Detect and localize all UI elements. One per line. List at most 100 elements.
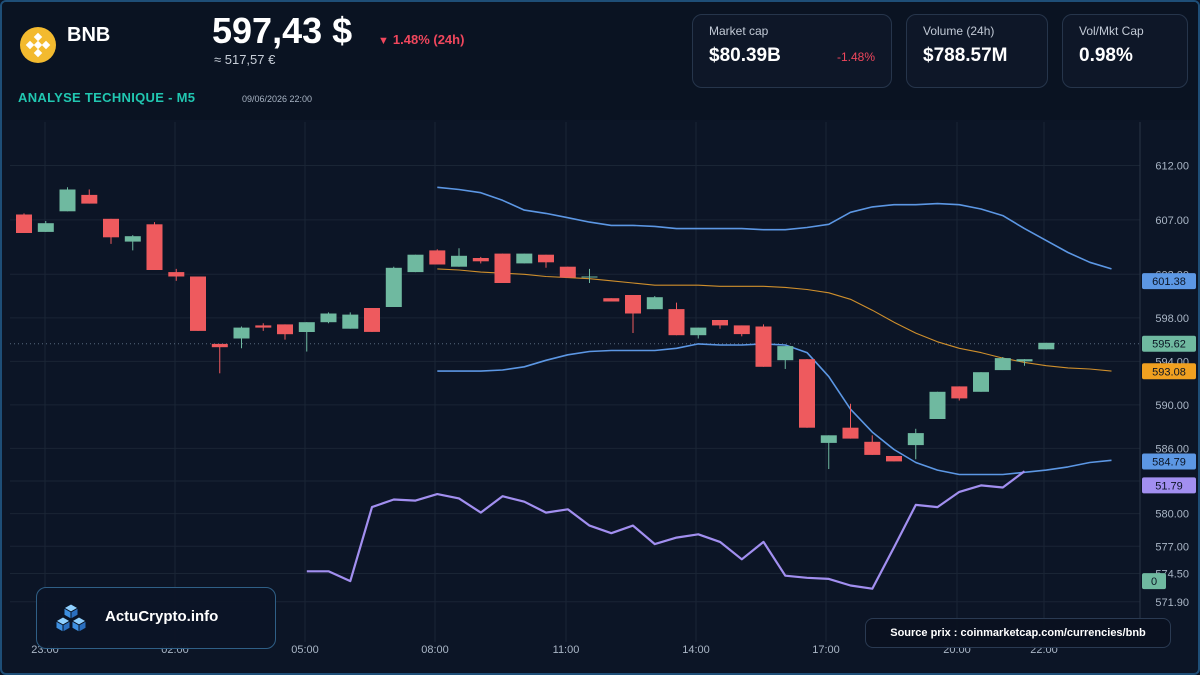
candle-body (994, 358, 1011, 371)
analysis-date: 09/06/2026 22:00 (242, 94, 313, 104)
candle-body (886, 456, 902, 462)
market-cap-change: -1.48% (836, 50, 875, 64)
time-tick-label: 05:00 (291, 644, 319, 656)
price-tick-label: 590.00 (1155, 400, 1189, 412)
candle-body (124, 236, 141, 242)
candle-body (755, 326, 772, 367)
candle-body (364, 308, 380, 332)
candle-body (1038, 342, 1055, 350)
candles (16, 187, 1055, 470)
brand-name: ActuCrypto.info (105, 608, 219, 625)
rsi-line (306, 470, 1026, 590)
candle-body (1016, 359, 1033, 362)
candle-body (407, 254, 424, 273)
current-price: 597,43 $ (212, 10, 353, 51)
price-tag: 0 (1142, 573, 1166, 590)
time-tick-label: 11:00 (553, 644, 580, 656)
price-tag-background (1142, 335, 1196, 352)
candle-body (625, 295, 641, 314)
price-tag-label: 601.38 (1152, 276, 1186, 288)
price-tag-background (1142, 573, 1166, 590)
bollinger-bands (437, 186, 1112, 476)
price-tag: 584.79 (1142, 453, 1196, 470)
candle-body (451, 255, 467, 267)
candle-body (907, 433, 924, 446)
bollinger-upper-line (437, 186, 1112, 270)
price-tag-background (1142, 273, 1196, 290)
volume-card: Volume (24h) $788.57M (906, 14, 1048, 88)
price-tick-label: 612.00 (1155, 161, 1189, 173)
candle-body (233, 327, 250, 339)
candle-body (668, 309, 685, 336)
candle-body (777, 346, 794, 361)
price-tags: 601.38 595.62 593.08 584.79 51.79 0 (1142, 273, 1196, 590)
bnb-logo-icon (20, 27, 56, 63)
price-tag-background (1142, 477, 1196, 494)
price-change-value: 1.48% (24h) (392, 32, 465, 47)
candle-body (59, 189, 76, 212)
candle-body (538, 254, 554, 263)
vol-mkt-cap-value: 0.98% (1079, 45, 1133, 66)
candle-body (385, 267, 402, 307)
candle-body (16, 214, 32, 233)
market-cap-label: Market cap (709, 24, 769, 38)
time-tick-label: 14:00 (682, 644, 710, 656)
candle-body (842, 427, 859, 439)
coin-name: BNB (67, 24, 111, 46)
candle-body (298, 322, 315, 332)
down-arrow-icon: ▼ (378, 35, 389, 47)
price-tick-label: 571.90 (1155, 597, 1189, 609)
rsi-indicator (306, 470, 1026, 590)
time-tick-label: 08:00 (421, 644, 449, 656)
price-tag: 601.38 (1142, 273, 1196, 290)
candle-body (211, 343, 228, 348)
candle-body (81, 194, 98, 204)
candle-body (799, 359, 815, 428)
price-tag: 51.79 (1142, 477, 1196, 494)
bollinger-lower-line (437, 343, 1112, 476)
candle-body (733, 325, 750, 335)
candle-body (277, 324, 293, 335)
candle-body (603, 298, 620, 302)
price-tick-label: 580.00 (1155, 509, 1189, 521)
candle-body (951, 386, 968, 399)
candle-body (864, 441, 881, 455)
candle-body (516, 253, 533, 264)
price-tag-background (1142, 363, 1196, 380)
vol-mkt-cap-label: Vol/Mkt Cap (1079, 24, 1144, 38)
candle-body (255, 325, 272, 328)
analysis-label: ANALYSE TECHNIQUE - M5 (18, 90, 196, 105)
price-tick-label: 586.00 (1155, 443, 1189, 455)
price-tick-label: 598.00 (1155, 313, 1189, 325)
volume-label: Volume (24h) (923, 24, 995, 38)
candle-body (973, 372, 989, 392)
price-tag-label: 593.08 (1152, 366, 1186, 378)
candle-body (929, 391, 946, 419)
price-eur: ≈ 517,57 € (214, 52, 276, 67)
price-tag: 595.62 (1142, 335, 1196, 352)
candle-body (820, 435, 837, 443)
candle-body (559, 266, 576, 278)
time-tick-label: 17:00 (812, 644, 840, 656)
price-tag-label: 595.62 (1152, 339, 1186, 351)
cubes-icon (54, 603, 88, 633)
candle-body (168, 272, 185, 277)
source-link[interactable]: Source prix : coinmarketcap.com/currenci… (865, 618, 1171, 648)
market-cap-value: $80.39B (709, 45, 781, 66)
candle-body (320, 313, 337, 323)
market-cap-card: Market cap $80.39B -1.48% (692, 14, 892, 88)
price-tag-label: 51.79 (1155, 480, 1183, 492)
price-tag-background (1142, 453, 1196, 470)
candle-body (429, 250, 446, 265)
candle-body (146, 224, 163, 270)
vol-mkt-cap-card: Vol/Mkt Cap 0.98% (1062, 14, 1188, 88)
brand-badge[interactable]: ActuCrypto.info (36, 587, 276, 649)
candle-body (37, 223, 54, 232)
candle-body (690, 327, 707, 336)
chart-grid (10, 122, 1141, 642)
candle-body (190, 276, 206, 331)
candle-body (342, 314, 359, 329)
candle-body (494, 253, 511, 283)
